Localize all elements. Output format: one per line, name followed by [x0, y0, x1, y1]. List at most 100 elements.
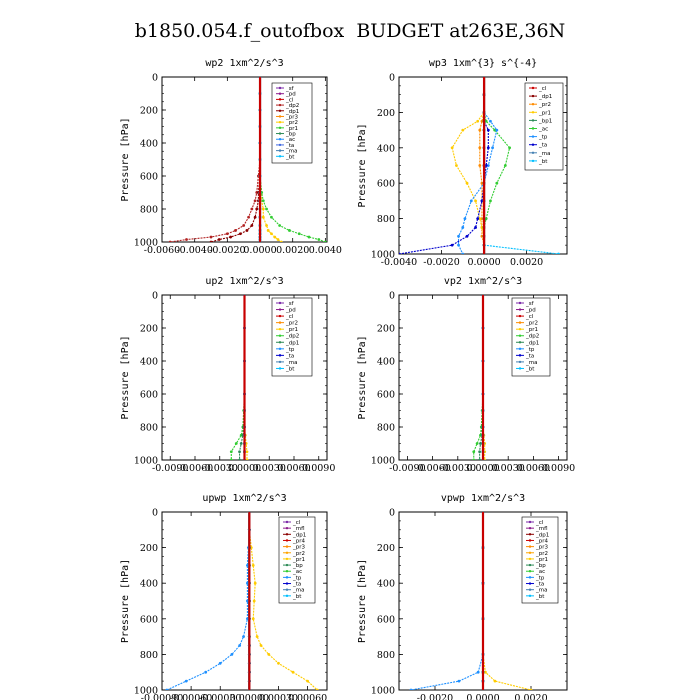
- y-tick-label: 1000: [371, 686, 395, 697]
- legend-marker: [518, 327, 522, 331]
- data-point: [270, 232, 273, 236]
- data-point: [238, 450, 241, 454]
- series-group: [165, 512, 319, 690]
- legend-label: _ta: [535, 582, 544, 588]
- chart-panel-vp2: vp2 1xm^2/s^3 Pressure [hPa] 0 200 400 600 800…: [357, 276, 575, 474]
- x-tick-label: -0.00030: [199, 693, 242, 700]
- legend-label: _dp1: [285, 340, 299, 346]
- legend-label: _pr3: [535, 545, 549, 551]
- data-point: [276, 238, 280, 241]
- data-point: [217, 238, 221, 241]
- data-point: [270, 215, 273, 219]
- data-point: [291, 670, 295, 674]
- data-point: [450, 243, 454, 247]
- data-point: [307, 235, 311, 239]
- legend-label: _dp1: [535, 532, 549, 538]
- data-point: [245, 450, 249, 454]
- legend-label: _pr2: [285, 120, 298, 126]
- legend-label: _bt: [292, 594, 302, 600]
- data-point: [168, 240, 172, 242]
- data-point: [478, 164, 482, 167]
- legend-box: [524, 82, 564, 171]
- data-point: [486, 146, 490, 150]
- legend-marker: [528, 539, 532, 542]
- x-tick-label: 0.0000: [466, 693, 499, 700]
- data-point: [474, 199, 477, 203]
- legend-marker: [278, 98, 282, 101]
- legend-marker: [518, 341, 522, 344]
- data-point: [246, 581, 249, 585]
- chart-panel-vpwp: vpwp 1xm^2/s^3 Pressure [hPa] 0 200 400 600 80…: [357, 493, 568, 700]
- y-tick-label: 400: [377, 579, 395, 590]
- y-tick-label: 200: [377, 543, 395, 554]
- legend-label: _pr1: [292, 557, 305, 563]
- legend-marker: [278, 92, 282, 95]
- legend-box: [521, 516, 559, 604]
- y-tick-label: 200: [377, 324, 395, 335]
- legend-marker: [285, 557, 289, 561]
- data-point: [242, 635, 245, 638]
- data-point: [493, 679, 497, 683]
- x-tick-label: 0.0020: [276, 245, 309, 256]
- legend-marker: [528, 576, 532, 579]
- data-point: [469, 199, 473, 203]
- data-point: [306, 679, 309, 683]
- x-tick-label: -0.00090: [141, 693, 184, 700]
- panel-title: up2 1xm^2/s^3: [205, 276, 283, 287]
- legend-label: _ma: [535, 588, 547, 594]
- x-tick-label: 0.0030: [492, 463, 525, 474]
- x-tick-label: -0.0040: [176, 245, 212, 256]
- legend-marker: [285, 526, 289, 530]
- data-point: [253, 215, 257, 219]
- legend-marker: [531, 159, 535, 163]
- legend-label: _cl: [285, 97, 294, 103]
- data-point: [238, 644, 242, 647]
- data-point: [484, 164, 488, 167]
- legend-marker: [528, 526, 532, 530]
- data-point: [239, 442, 243, 445]
- legend-marker: [528, 551, 532, 554]
- series-line-pr1: [248, 512, 318, 690]
- chart-panel-up2: up2 1xm^2/s^3 Pressure [hPa] 0 200 400 600 800…: [120, 276, 335, 474]
- legend: _cl_mfl_dp1_pr4_pr3_pr2_pr1_bp_ac_tp_ta_…: [521, 516, 559, 604]
- x-tick-label: -0.0060: [177, 463, 213, 474]
- data-point: [245, 229, 249, 232]
- legend-marker: [278, 132, 282, 135]
- data-point: [529, 688, 533, 690]
- legend: _cl_mfl_dp1_pr4_pr3_pr2_pr1_bp_ac_tp_ta_…: [278, 516, 316, 604]
- data-point: [255, 207, 259, 211]
- legend-marker: [528, 557, 532, 561]
- data-point: [278, 224, 282, 227]
- y-tick-label: 0: [389, 291, 395, 302]
- legend-label: _pr2: [525, 321, 538, 327]
- x-tick-label: -0.0040: [381, 257, 417, 268]
- data-point: [480, 181, 484, 185]
- data-point: [246, 599, 249, 603]
- legend-label: _ta: [292, 582, 301, 588]
- y-tick-label: 600: [140, 172, 158, 183]
- legend-label: _tp: [535, 575, 545, 581]
- panel-title: wp2 1xm^2/s^3: [205, 58, 283, 69]
- legend-marker: [285, 520, 289, 524]
- data-point: [249, 546, 253, 549]
- legend-label: _bp1: [538, 118, 552, 124]
- data-point: [457, 234, 460, 238]
- legend-marker: [278, 341, 282, 344]
- data-point: [218, 661, 222, 665]
- y-tick-label: 1000: [134, 686, 158, 697]
- y-tick-label: 0: [152, 73, 158, 84]
- y-tick-label: 600: [377, 390, 395, 401]
- legend-label: _ac: [285, 137, 295, 143]
- x-tick-label: 0.0000: [467, 257, 500, 268]
- legend-marker: [531, 127, 535, 130]
- legend-marker: [278, 367, 282, 370]
- legend-box: [271, 82, 313, 164]
- x-tick-label: 0.0040: [309, 245, 342, 256]
- x-tick-label: 0.0090: [542, 463, 575, 474]
- series-line-tp: [166, 512, 250, 690]
- data-point: [252, 599, 256, 603]
- legend-label: _ac: [538, 127, 548, 133]
- series-line-tp: [457, 77, 498, 254]
- legend-label: _ta: [285, 353, 294, 359]
- data-point: [273, 235, 277, 239]
